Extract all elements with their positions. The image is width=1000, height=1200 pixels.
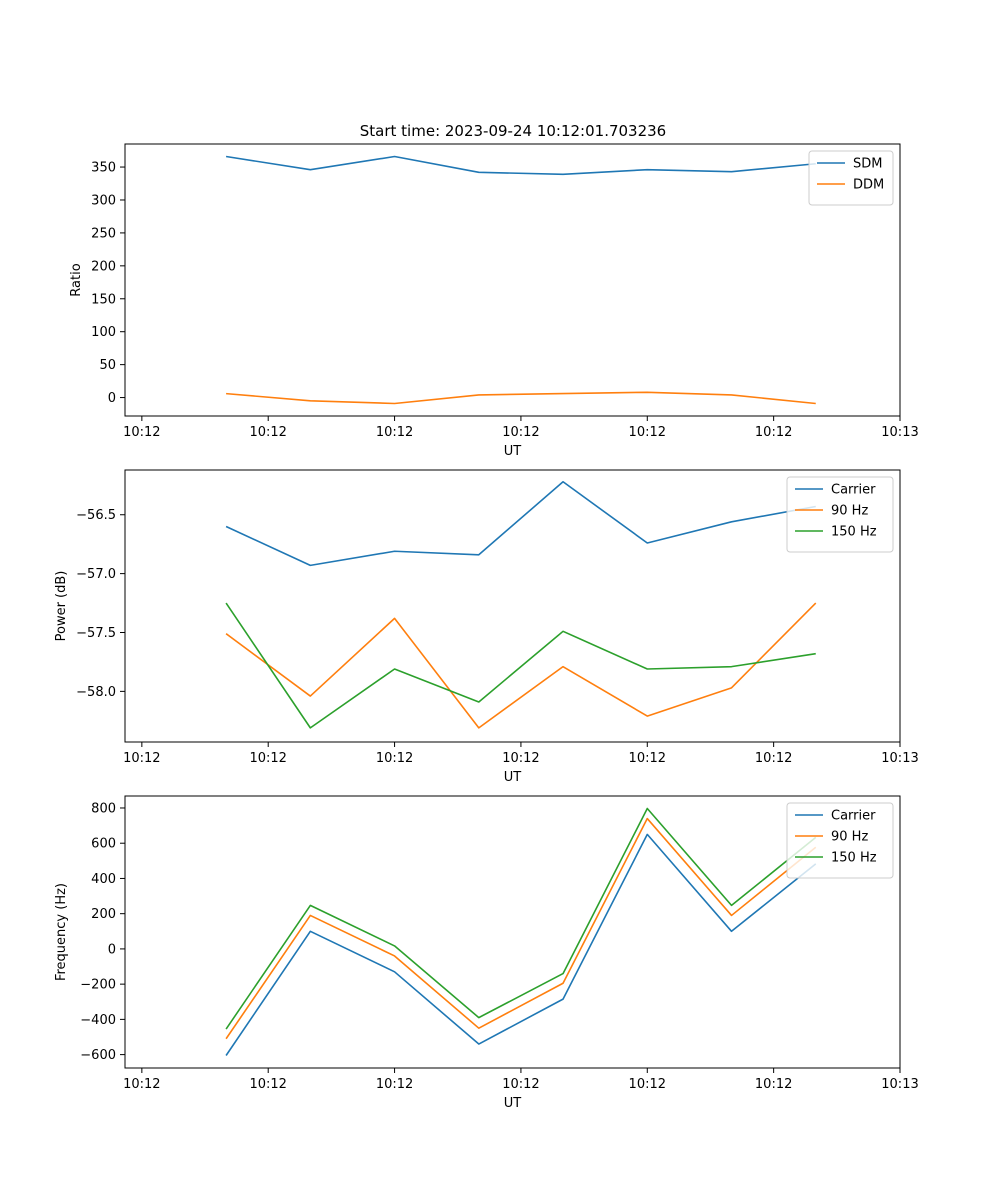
chart-1-y-tick-label: 300 bbox=[91, 193, 116, 208]
chart-1-legend-label: DDM bbox=[853, 178, 884, 193]
chart-3-series-line-90-hz bbox=[225, 817, 817, 1040]
chart-2-x-tick-label: 10:12 bbox=[249, 751, 286, 766]
chart-2-legend-box bbox=[786, 476, 894, 553]
chart-1-x-axis-label: UT bbox=[504, 444, 522, 459]
chart-2-plot-frame bbox=[124, 469, 901, 743]
chart-1-series-line-ddm bbox=[226, 391, 816, 405]
chart-1-x-tick-label: 10:12 bbox=[755, 425, 792, 440]
chart-3-x-tick-label: 10:12 bbox=[376, 1077, 413, 1092]
chart-1-x-tick-label: 10:12 bbox=[123, 425, 160, 440]
chart-3-series-line-150-hz bbox=[225, 807, 817, 1030]
chart-3-x-tick-label: 10:12 bbox=[502, 1077, 539, 1092]
chart-2-x-tick-label: 10:12 bbox=[502, 751, 539, 766]
chart-1-y-tick-label: 50 bbox=[99, 358, 116, 373]
chart-2-legend-label: 90 Hz bbox=[831, 504, 868, 519]
chart-2-y-tick-label: −57.0 bbox=[76, 567, 116, 582]
chart-3-plot-frame bbox=[124, 795, 901, 1069]
chart-2-group: 10:12 10:12 10:12 10:12 10:12 10:12 10:13 −58.0… bbox=[54, 469, 919, 785]
chart-2-y-tick-label: −57.5 bbox=[76, 626, 116, 641]
chart-3-y-axis-label: Frequency (Hz) bbox=[54, 883, 69, 981]
chart-1-y-tick-label: 250 bbox=[91, 226, 116, 241]
chart-3-x-tick-label: 10:13 bbox=[881, 1077, 918, 1092]
chart-3-y-tick-label: 400 bbox=[91, 872, 116, 887]
chart-2-y-tick-label: −56.5 bbox=[76, 508, 116, 523]
chart-3-y-tick-label: −400 bbox=[80, 1013, 116, 1028]
chart-2-legend-label: 150 Hz bbox=[831, 525, 877, 540]
chart-1-x-tick-label: 10:12 bbox=[249, 425, 286, 440]
chart-1-y-axis-label: Ratio bbox=[69, 263, 84, 296]
chart-1-y-tick-label: 200 bbox=[91, 259, 116, 274]
chart-1-y-tick-label: 150 bbox=[91, 292, 116, 307]
chart-3-y-tick-label: 0 bbox=[108, 942, 116, 957]
chart-3-legend-box bbox=[786, 802, 894, 879]
chart-3-x-tick-label: 10:12 bbox=[755, 1077, 792, 1092]
chart-3-y-tick-label: 600 bbox=[91, 837, 116, 852]
chart-2-x-tick-label: 10:12 bbox=[755, 751, 792, 766]
chart-3-y-tick-label: 200 bbox=[91, 907, 116, 922]
chart-3-series-line-carrier bbox=[225, 833, 817, 1056]
chart-2-series-line-150-hz bbox=[225, 602, 816, 729]
chart-2-x-tick-label: 10:12 bbox=[123, 751, 160, 766]
chart-3-legend-label: Carrier bbox=[831, 809, 876, 824]
chart-3-y-tick-label: −200 bbox=[80, 978, 116, 993]
chart-1-y-tick-label: 100 bbox=[91, 325, 116, 340]
chart-3-x-axis-label: UT bbox=[504, 1096, 522, 1111]
chart-3-legend-label: 150 Hz bbox=[831, 851, 877, 866]
chart-2-x-axis-label: UT bbox=[504, 770, 522, 785]
chart-1-y-tick-label: 350 bbox=[91, 161, 116, 176]
chart-3-legend: Carrier 90 Hz 150 Hz bbox=[786, 802, 894, 879]
chart-1-x-tick-label: 10:12 bbox=[502, 425, 539, 440]
chart-3-legend-label: 90 Hz bbox=[831, 830, 868, 845]
chart-3-y-tick-label: 800 bbox=[91, 801, 116, 816]
chart-1-plot-frame bbox=[124, 143, 901, 417]
chart-1-legend: SDM DDM bbox=[808, 150, 894, 206]
chart-2-x-tick-label: 10:12 bbox=[376, 751, 413, 766]
chart-2-series-line-carrier bbox=[225, 480, 816, 567]
chart-2-x-tick-label: 10:13 bbox=[881, 751, 918, 766]
chart-3-y-tick-label: −600 bbox=[80, 1048, 116, 1063]
chart-1-y-tick-label: 0 bbox=[108, 391, 116, 406]
chart-3-x-tick-label: 10:12 bbox=[249, 1077, 286, 1092]
chart-2-y-axis-label: Power (dB) bbox=[54, 571, 69, 642]
chart-1-legend-box bbox=[808, 150, 894, 206]
chart-1-series-line-sdm bbox=[225, 155, 816, 176]
chart-1-group: 10:12 10:12 10:12 10:12 10:12 10:12 10:13 0 50 10… bbox=[69, 143, 919, 459]
chart-2-x-tick-label: 10:12 bbox=[629, 751, 666, 766]
chart-2-series-line-90-hz bbox=[225, 602, 817, 729]
chart-3-group: 10:12 10:12 10:12 10:12 10:12 10:12 10:13 −600 −… bbox=[54, 795, 919, 1111]
chart-1-x-tick-label: 10:13 bbox=[881, 425, 918, 440]
chart-3-x-tick-label: 10:12 bbox=[629, 1077, 666, 1092]
chart-1-x-tick-label: 10:12 bbox=[629, 425, 666, 440]
chart-2-legend: Carrier 90 Hz 150 Hz bbox=[786, 476, 894, 553]
chart-1-x-tick-label: 10:12 bbox=[376, 425, 413, 440]
chart-title: Start time: 2023-09-24 10:12:01.703236 bbox=[360, 122, 666, 140]
chart-2-legend-label: Carrier bbox=[831, 483, 876, 498]
chart-3-x-tick-label: 10:12 bbox=[123, 1077, 160, 1092]
chart-1-legend-label: SDM bbox=[853, 157, 882, 172]
chart-2-y-tick-label: −58.0 bbox=[76, 685, 116, 700]
